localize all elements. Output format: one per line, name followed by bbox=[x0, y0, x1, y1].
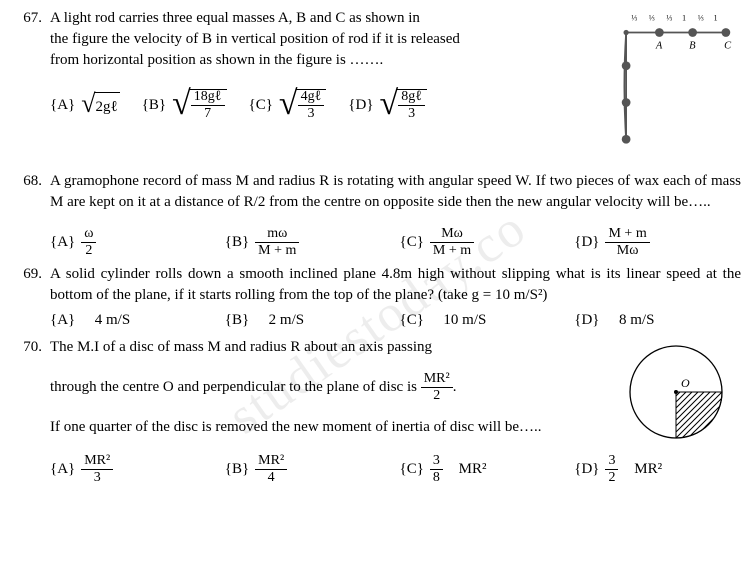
svg-text:⅓: ⅓ bbox=[649, 13, 655, 22]
q70-opt-b: {B} MR²4 bbox=[225, 454, 392, 485]
q69-opt-c: {C} 10 m/S bbox=[400, 310, 567, 331]
q69-stem: A solid cylinder rolls down a smooth inc… bbox=[50, 264, 741, 306]
svg-text:⅓: ⅓ bbox=[631, 13, 637, 22]
svg-text:A: A bbox=[655, 40, 663, 51]
q69-opt-b: {B} 2 m/S bbox=[225, 310, 392, 331]
q70-options: {A} MR²3 {B} MR²4 {C} 38 MR² {D} 32 MR² bbox=[50, 454, 741, 485]
q68-opt-d: {D} M + mMω bbox=[574, 227, 741, 258]
q67-diagram: A B C ⅓ ⅓ ⅓ 1 ⅓ 1 bbox=[611, 8, 741, 155]
q67-opt-a: {A} √2gℓ bbox=[50, 92, 120, 118]
svg-text:B: B bbox=[689, 40, 696, 51]
q68-number: 68. bbox=[14, 171, 50, 258]
q67-opt-c: {C} √4gℓ3 bbox=[249, 89, 327, 121]
question-67: 67. A B C ⅓ ⅓ ⅓ 1 bbox=[14, 8, 741, 155]
q68-stem: A gramophone record of mass M and radius… bbox=[50, 171, 741, 213]
svg-text:O: O bbox=[681, 376, 690, 390]
q68-opt-b: {B} mωM + m bbox=[225, 227, 392, 258]
svg-text:⅓: ⅓ bbox=[698, 13, 704, 22]
svg-text:C: C bbox=[724, 40, 732, 51]
q67-opt-d: {D} √8gℓ3 bbox=[348, 89, 427, 121]
q69-opt-d: {D} 8 m/S bbox=[574, 310, 741, 331]
q68-options: {A} ω2 {B} mωM + m {C} MωM + m {D} M + m… bbox=[50, 227, 741, 258]
q70-opt-c: {C} 38 MR² bbox=[400, 454, 567, 485]
svg-text:1: 1 bbox=[714, 13, 718, 22]
q70-opt-a: {A} MR²3 bbox=[50, 454, 217, 485]
question-68: 68. A gramophone record of mass M and ra… bbox=[14, 171, 741, 258]
q67-options: {A} √2gℓ {B} √18gℓ7 {C} √4gℓ3 {D} √8gℓ3 bbox=[50, 89, 605, 121]
question-70: 70. O The M.I of a disc of mass M and ra… bbox=[14, 337, 741, 485]
svg-text:1: 1 bbox=[682, 13, 686, 22]
q70-diagram: O bbox=[621, 337, 741, 454]
question-69: 69. A solid cylinder rolls down a smooth… bbox=[14, 264, 741, 331]
q70-number: 70. bbox=[14, 337, 50, 485]
q67-opt-b: {B} √18gℓ7 bbox=[142, 89, 227, 121]
q67-number: 67. bbox=[14, 8, 50, 155]
q69-number: 69. bbox=[14, 264, 50, 331]
svg-text:⅓: ⅓ bbox=[666, 13, 672, 22]
q68-opt-a: {A} ω2 bbox=[50, 227, 217, 258]
q69-options: {A} 4 m/S {B} 2 m/S {C} 10 m/S {D} 8 m/S bbox=[50, 310, 741, 331]
q69-opt-a: {A} 4 m/S bbox=[50, 310, 217, 331]
q68-opt-c: {C} MωM + m bbox=[400, 227, 567, 258]
q70-opt-d: {D} 32 MR² bbox=[574, 454, 741, 485]
